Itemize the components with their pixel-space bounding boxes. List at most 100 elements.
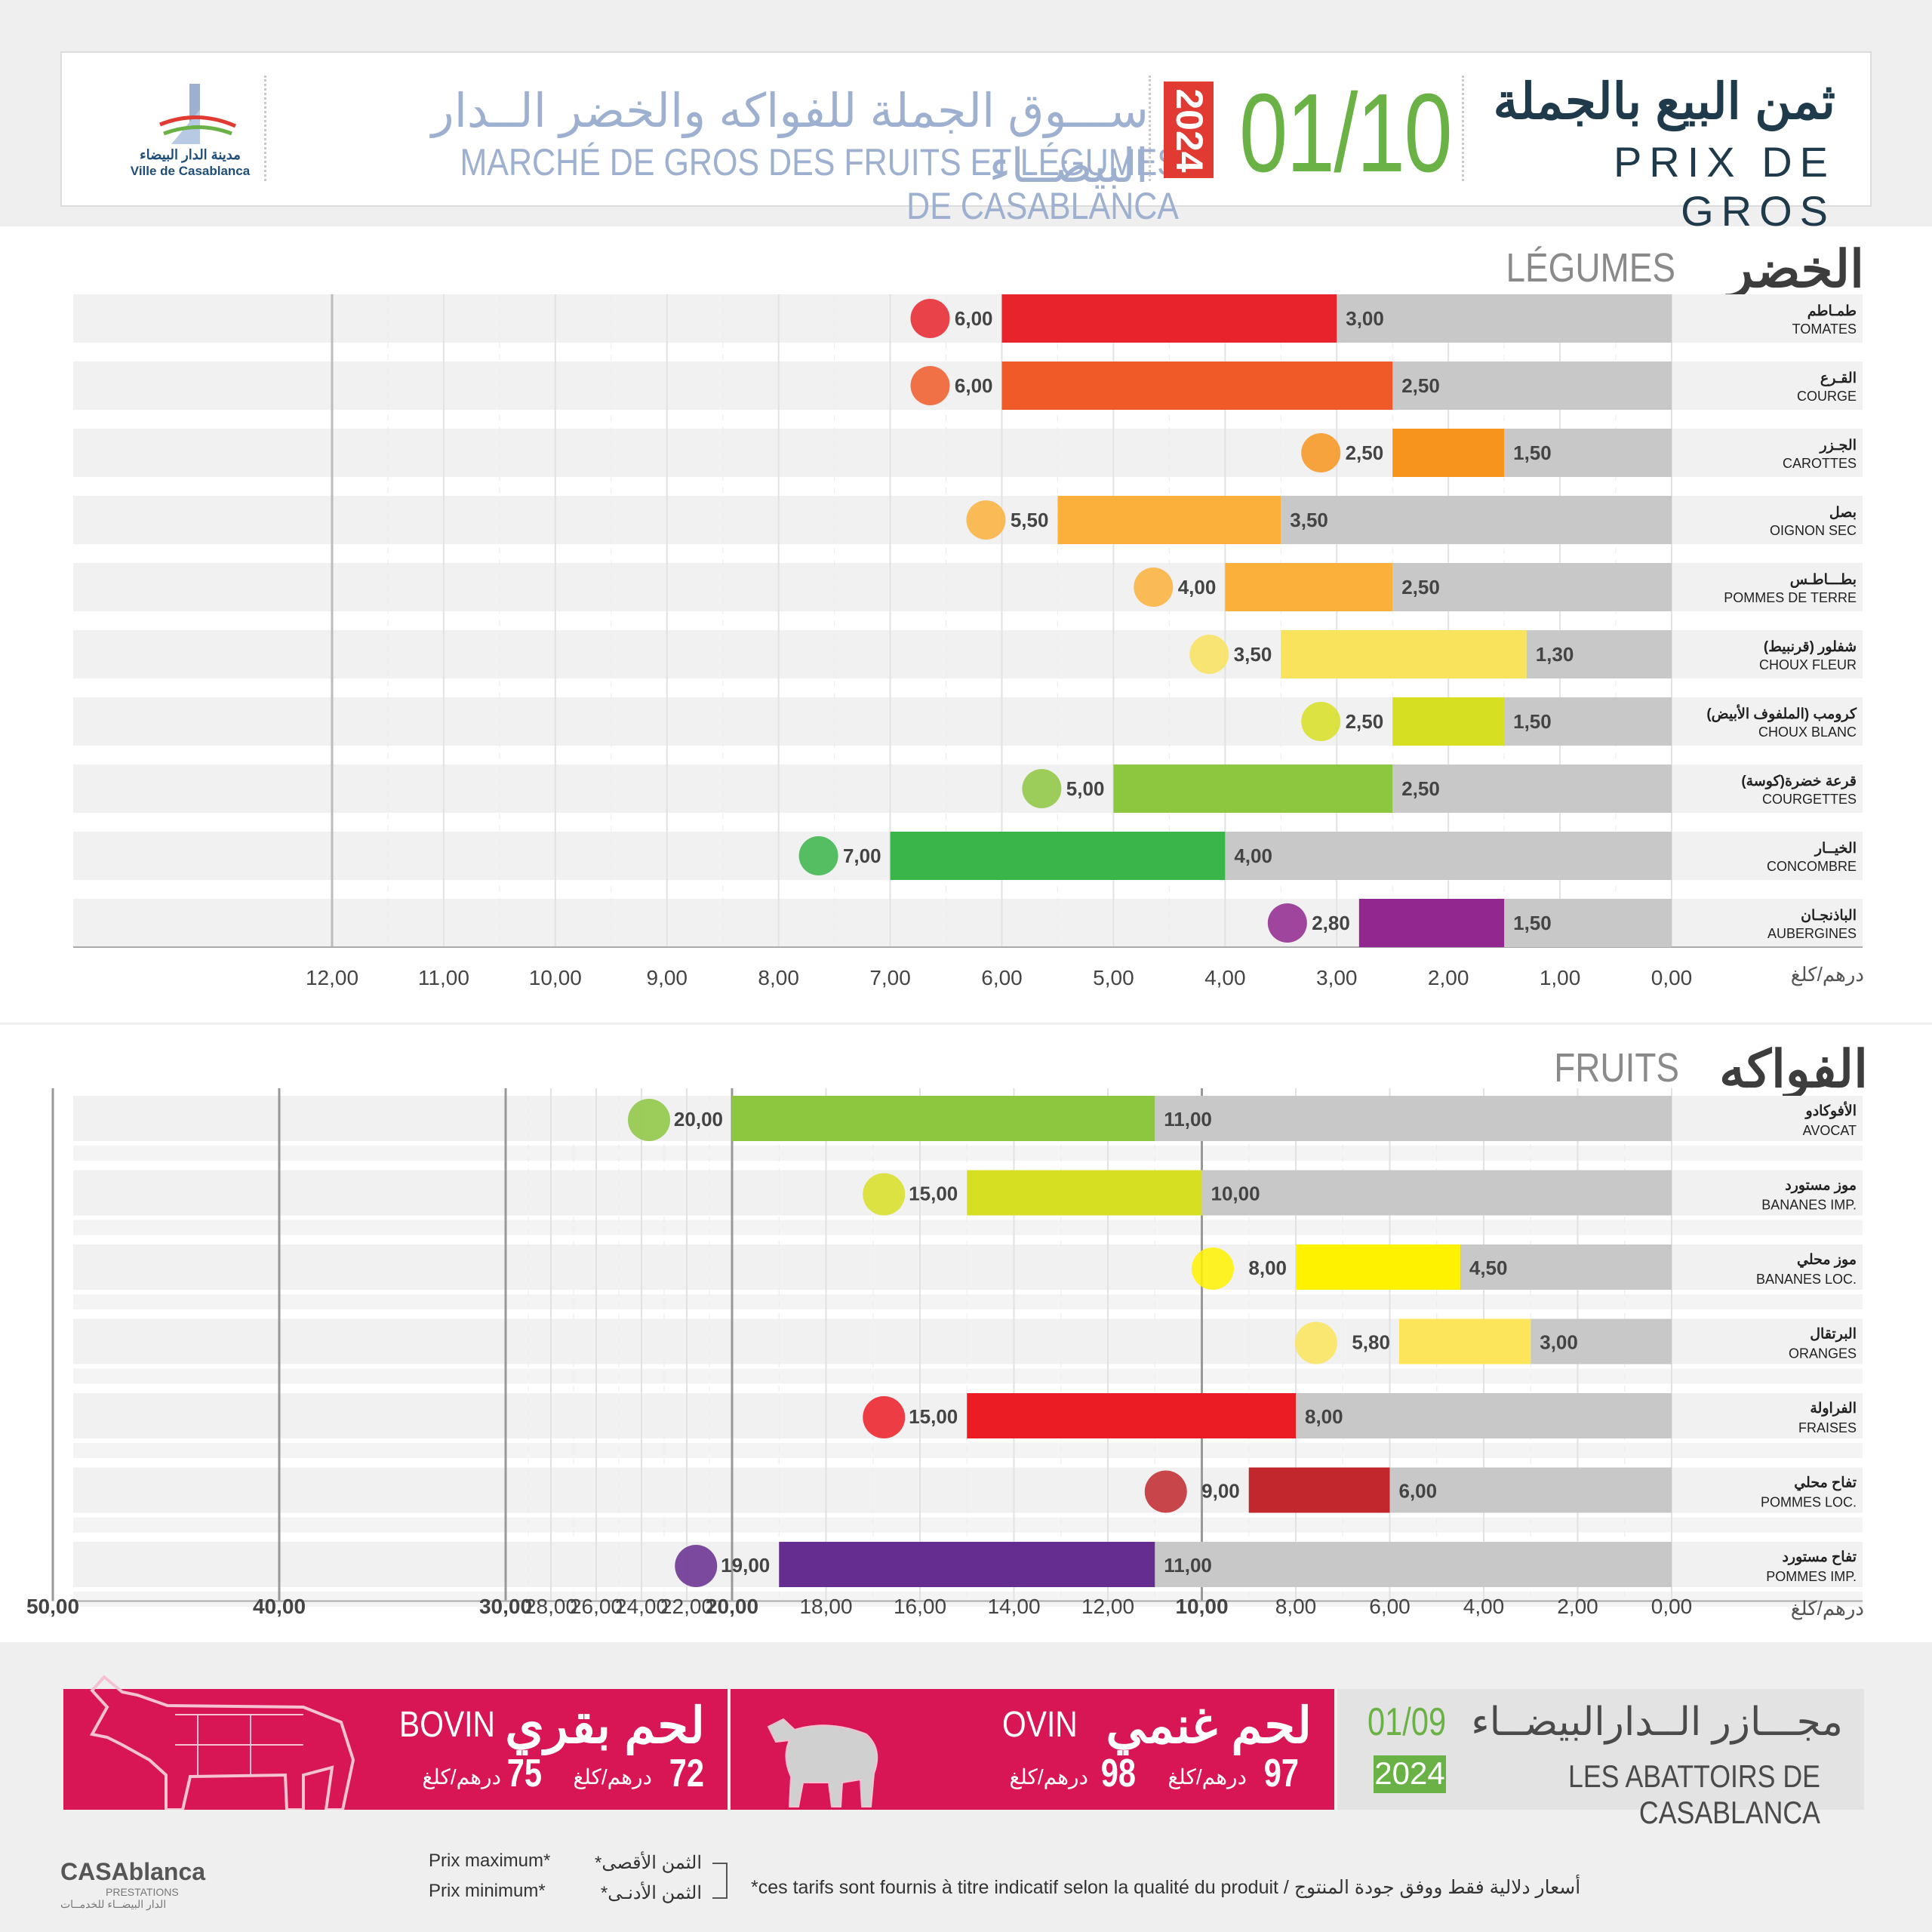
bar-max-label: 6,00 xyxy=(955,307,993,330)
category-label-fr: POMMES LOC. xyxy=(1761,1495,1857,1510)
bar-min-label: 8,00 xyxy=(1305,1405,1343,1428)
category-label-ar: شفلور (قرنبيط) xyxy=(1764,639,1857,655)
category-label-fr: CAROTTES xyxy=(1783,456,1857,471)
bar-min-label: 3,00 xyxy=(1346,307,1384,330)
brand-text: CASAblanca xyxy=(60,1858,206,1885)
disclaimer-note: *ces tarifs sont fournis à titre indicat… xyxy=(751,1877,1581,1898)
category-label-fr: TOMATES xyxy=(1792,321,1857,337)
bar-min xyxy=(1504,899,1672,947)
header-banner: مدينة الدار البيضاء Ville de Casablanca … xyxy=(60,51,1872,235)
x-tick-label: 4,00 xyxy=(1463,1595,1505,1618)
x-tick-label: 5,00 xyxy=(1093,966,1134,989)
ovin-max-price: 98 xyxy=(1100,1752,1136,1795)
category-label-ar: الخيــار xyxy=(1814,841,1857,857)
x-tick-label: 10,00 xyxy=(1175,1595,1228,1618)
bar-max-label: 5,80 xyxy=(1352,1331,1390,1354)
year-badge: 2024 xyxy=(1164,82,1214,178)
bar-range xyxy=(1225,563,1393,611)
bar-max-label: 4,00 xyxy=(1178,576,1217,598)
category-label-ar: الباذنجـان xyxy=(1801,908,1857,924)
category-label-ar: موز محلي xyxy=(1797,1252,1857,1269)
bar-min xyxy=(1526,630,1672,678)
price-date: 01/10 xyxy=(1239,71,1453,195)
bovin-unit: درهم/كلغ xyxy=(422,1765,501,1789)
brand-subtext: PRESTATIONS xyxy=(106,1886,179,1898)
ville-emblem-icon xyxy=(159,84,237,144)
category-label-fr: BANANES LOC. xyxy=(1756,1272,1857,1287)
logo-arabic-text: مدينة الدار البيضاء xyxy=(140,147,241,162)
category-label-ar: قرعة خضرة(كوسة) xyxy=(1741,774,1857,789)
product-icon xyxy=(1267,903,1307,943)
row-band-light xyxy=(73,1517,1863,1533)
x-tick-label: 22,00 xyxy=(660,1595,713,1618)
bar-min xyxy=(1392,361,1672,410)
product-icon xyxy=(798,836,838,875)
ovin-unit: درهم/كلغ xyxy=(1168,1765,1247,1789)
bar-max-label: 15,00 xyxy=(909,1183,958,1205)
bar-min-label: 11,00 xyxy=(1164,1108,1212,1131)
bar-min-label: 2,50 xyxy=(1401,374,1440,397)
x-tick-label: 10,00 xyxy=(529,966,582,989)
bar-min-label: 3,50 xyxy=(1290,509,1328,531)
x-tick-label: 30,00 xyxy=(479,1595,532,1618)
x-tick-label: 26,00 xyxy=(570,1595,623,1618)
x-tick-label: 50,00 xyxy=(26,1595,79,1618)
bar-range xyxy=(1057,496,1281,544)
row-band-light xyxy=(73,1146,1863,1161)
bar-min xyxy=(1392,563,1672,611)
bar-min xyxy=(1392,764,1672,813)
x-tick-label: 0,00 xyxy=(1651,966,1693,989)
product-icon xyxy=(1192,1247,1234,1290)
x-tick-label: 4,00 xyxy=(1204,966,1246,989)
x-tick-label: 18,00 xyxy=(799,1595,852,1618)
legend-min-fr: Prix minimum* xyxy=(429,1881,546,1901)
bar-min-label: 1,50 xyxy=(1513,912,1552,934)
fruits-title-ar: الفواكه xyxy=(1719,1041,1868,1098)
category-label-fr: COURGETTES xyxy=(1762,792,1857,807)
x-tick-label: 3,00 xyxy=(1316,966,1358,989)
bar-min-label: 1,50 xyxy=(1513,710,1552,733)
bar-max-label: 8,00 xyxy=(1248,1257,1287,1279)
bar-min-label: 1,50 xyxy=(1513,441,1552,464)
bar-min xyxy=(1460,1244,1672,1290)
bar-min xyxy=(1225,832,1672,880)
x-tick-label: 2,00 xyxy=(1557,1595,1598,1618)
category-label-fr: POMMES IMP. xyxy=(1766,1569,1857,1584)
year-text: 2024 xyxy=(1168,88,1211,173)
bar-max-label: 7,00 xyxy=(843,844,881,867)
category-label-fr: AUBERGINES xyxy=(1767,926,1857,941)
bar-range xyxy=(1398,1318,1531,1364)
category-label-fr: OIGNON SEC xyxy=(1770,523,1857,538)
product-icon xyxy=(628,1099,670,1141)
abattoirs-year: 2024 xyxy=(1374,1755,1446,1793)
bar-min-label: 4,00 xyxy=(1234,844,1272,867)
bar-min-label: 3,00 xyxy=(1540,1331,1578,1354)
bovin-title-ar: لحم بقري xyxy=(505,1697,705,1753)
product-icon xyxy=(1144,1470,1187,1513)
divider xyxy=(1462,75,1464,181)
bar-min-label: 2,50 xyxy=(1401,576,1440,598)
bar-min-label: 10,00 xyxy=(1211,1183,1260,1205)
category-label-ar: بطـــاطـس xyxy=(1790,572,1857,588)
bar-range xyxy=(890,832,1226,880)
bar-max-label: 3,50 xyxy=(1234,643,1272,666)
bar-max-label: 5,00 xyxy=(1066,777,1105,800)
legend-min-ar: *الثمن الأدنـى xyxy=(600,1883,702,1903)
bar-max-label: 15,00 xyxy=(909,1405,958,1428)
bar-range xyxy=(1392,697,1505,746)
abattoirs-title-fr: LES ABATTOIRS DE CASABLANCA xyxy=(1568,1758,1820,1830)
bar-max-label: 19,00 xyxy=(721,1554,770,1577)
bar-min-label: 4,50 xyxy=(1469,1257,1508,1279)
vegetables-section: الخضر LÉGUMES 3,00 6,00 طمـاطم TOMATES 2,50 6… xyxy=(0,226,1932,1023)
row-band-light xyxy=(73,1592,1863,1607)
x-tick-label: 7,00 xyxy=(869,966,911,989)
row-band-light xyxy=(73,1294,1863,1309)
x-tick-label: 9,00 xyxy=(647,966,688,989)
category-label-ar: موز مستورد xyxy=(1785,1178,1857,1194)
x-tick-label: 8,00 xyxy=(1275,1595,1317,1618)
x-tick-label: 6,00 xyxy=(981,966,1023,989)
abattoirs-banner: لحم بقري BOVIN 72 درهم/كلغ 75 درهم/كلغ ل… xyxy=(63,1675,1864,1830)
market-title-fr: MARCHÉ DE GROS DES FRUITS ET LÉGUMES DE … xyxy=(460,141,1179,227)
vegetables-title-ar: الخضر xyxy=(1728,241,1864,298)
product-icon xyxy=(863,1173,906,1216)
